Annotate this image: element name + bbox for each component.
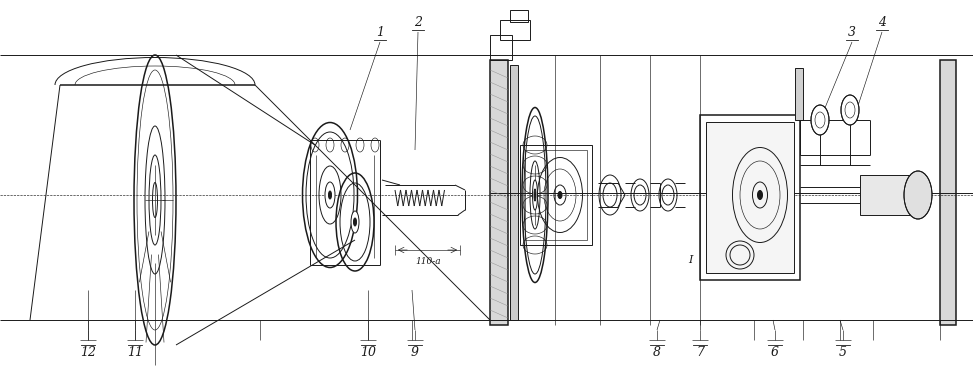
Bar (940, 60, 956, 325)
Ellipse shape (532, 180, 537, 210)
Text: 1: 1 (376, 26, 384, 38)
Ellipse shape (325, 182, 335, 208)
Text: 3: 3 (848, 26, 856, 38)
Ellipse shape (353, 218, 356, 226)
Text: 9: 9 (411, 346, 419, 359)
Bar (500, 20, 530, 40)
Text: 110-a: 110-a (415, 258, 441, 266)
Text: 2: 2 (414, 16, 422, 28)
Text: 8: 8 (653, 346, 661, 359)
Text: 5: 5 (839, 346, 847, 359)
Bar (490, 35, 512, 60)
Ellipse shape (811, 105, 829, 135)
Text: 10: 10 (360, 346, 376, 359)
Ellipse shape (351, 211, 359, 233)
Bar (706, 122, 794, 273)
Bar (510, 65, 518, 320)
Bar (706, 122, 794, 273)
Bar (700, 115, 800, 280)
Bar (860, 175, 925, 215)
Bar (525, 150, 587, 240)
Text: 12: 12 (80, 346, 96, 359)
Ellipse shape (841, 95, 859, 125)
Ellipse shape (329, 191, 332, 199)
Text: 6: 6 (771, 346, 779, 359)
Text: 4: 4 (878, 16, 886, 28)
Text: 11: 11 (127, 346, 143, 359)
Ellipse shape (534, 189, 536, 201)
Ellipse shape (904, 171, 932, 219)
Bar (510, 10, 528, 22)
Bar (510, 65, 518, 320)
Text: I: I (688, 255, 692, 265)
Bar (490, 60, 508, 325)
Bar (860, 175, 925, 215)
Ellipse shape (558, 192, 562, 198)
Bar (795, 68, 803, 120)
Bar (940, 60, 956, 325)
Bar (520, 145, 592, 245)
Bar (795, 68, 803, 120)
Text: 7: 7 (696, 346, 704, 359)
Bar (490, 60, 508, 325)
Ellipse shape (758, 191, 763, 199)
